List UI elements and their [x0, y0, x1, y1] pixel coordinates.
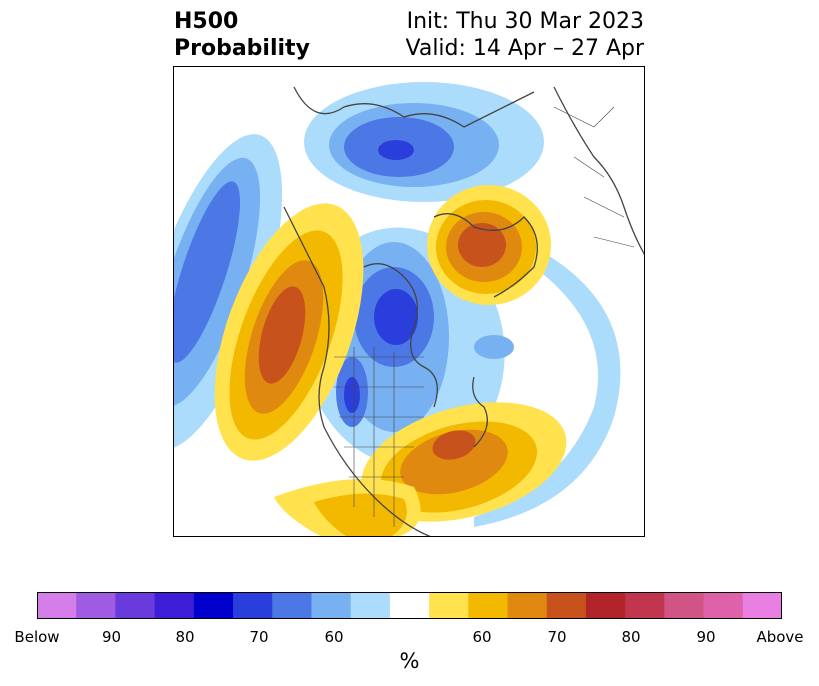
- valid-period: Valid: 14 Apr – 27 Apr: [405, 36, 645, 61]
- colorbar-swatch-18: [742, 592, 782, 619]
- colorbar-tick-8: 90: [696, 628, 716, 646]
- colorbar-swatch-8: [350, 592, 391, 619]
- anomaly-arctic-4: [374, 289, 418, 345]
- field-label: H500: [174, 9, 239, 34]
- above-normal-anomalies: [214, 185, 567, 536]
- coast-3: [363, 263, 438, 408]
- init-date: Init: Thu 30 Mar 2023: [406, 9, 644, 34]
- colorbar-swatch-12: [507, 592, 548, 619]
- coastlines: [283, 86, 644, 536]
- colorbar-swatch-6: [272, 592, 312, 619]
- border-2: [353, 347, 395, 527]
- colorbar-tick-1: 90: [101, 628, 122, 646]
- coast-6: [553, 86, 644, 255]
- colorbar-tick-6: 70: [547, 628, 567, 646]
- colorbar-unit: %: [399, 649, 420, 673]
- chart-title-right: Init: Thu 30 Mar 2023 Valid: 14 Apr – 27…: [406, 8, 645, 62]
- colorbar-swatch-11: [468, 592, 509, 619]
- coast-2: [283, 206, 431, 536]
- anomaly-ridge-4: [258, 286, 306, 384]
- anomaly-arctic-6: [344, 377, 360, 413]
- anomaly-us-4: [432, 430, 476, 460]
- colorbar: [37, 592, 782, 619]
- colorbar-svg: [37, 592, 782, 619]
- border-1: [334, 356, 424, 478]
- colorbar-tick-5: 60: [472, 628, 492, 646]
- colorbar-swatch-16: [664, 592, 705, 619]
- anomaly-europe-4: [458, 223, 506, 267]
- coast-4: [433, 213, 538, 298]
- colorbar-swatch-9: [389, 592, 430, 619]
- anomaly-north-4: [378, 140, 414, 160]
- colorbar-swatch-3: [154, 592, 195, 619]
- coast-5: [472, 376, 488, 448]
- colorbar-tick-4: 60: [324, 628, 344, 646]
- colorbar-tick-9: Above: [756, 628, 804, 646]
- colorbar-swatch-0: [37, 592, 77, 619]
- border-3: [553, 106, 635, 248]
- anomaly-west-3: [174, 181, 241, 363]
- anomaly-east-arc: [474, 247, 621, 527]
- probability-map: [173, 66, 645, 537]
- colorbar-swatch-13: [546, 592, 587, 619]
- colorbar-swatch-5: [233, 592, 273, 619]
- colorbar-tick-0: Below: [14, 628, 60, 646]
- chart-title-left: H500 Probability: [174, 8, 310, 62]
- colorbar-swatch-14: [585, 592, 626, 619]
- anomaly-us-3: [400, 429, 508, 495]
- colorbar-swatch-2: [115, 592, 156, 619]
- colorbar-swatch-7: [311, 592, 352, 619]
- colorbar-tick-2: 80: [175, 628, 195, 646]
- colorbar-tick-7: 80: [621, 628, 641, 646]
- anomaly-east-1: [474, 335, 514, 359]
- colorbar-swatch-17: [703, 592, 744, 619]
- product-label: Probability: [174, 36, 310, 61]
- colorbar-frame: [37, 592, 782, 619]
- colorbar-swatch-15: [625, 592, 665, 619]
- colorbar-tick-3: 70: [249, 628, 269, 646]
- anomaly-south-band-2: [314, 493, 407, 536]
- coast-1: [293, 86, 535, 128]
- borders: [334, 106, 635, 527]
- colorbar-labels: Below 90 80 70 60 60 70 80 90 Above: [0, 628, 819, 646]
- colorbar-swatch-10: [429, 592, 469, 619]
- map-canvas: [174, 82, 644, 536]
- colorbar-swatch-1: [76, 592, 116, 619]
- colorbar-swatch-4: [193, 592, 234, 619]
